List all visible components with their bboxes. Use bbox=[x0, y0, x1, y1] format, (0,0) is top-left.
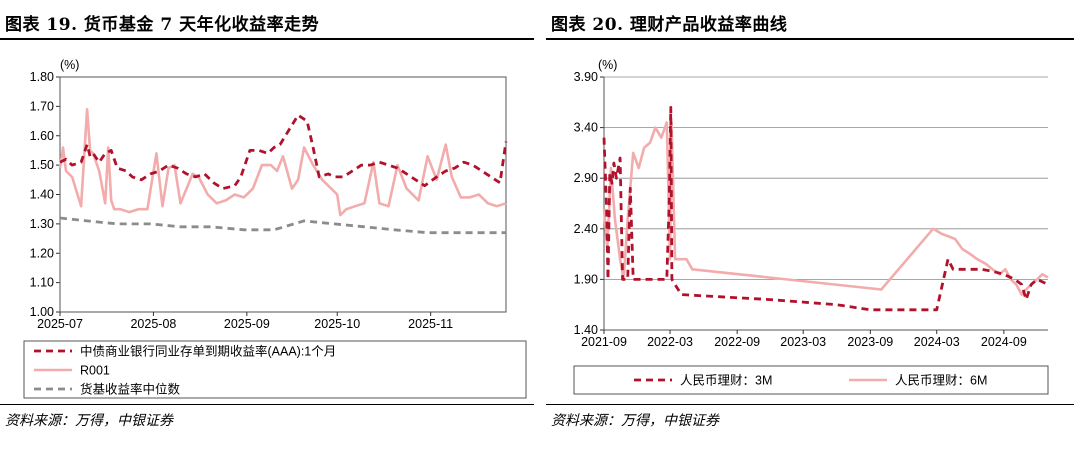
x-tick-label: 2025-10 bbox=[314, 317, 360, 331]
legend-label: 人民币理财：3M bbox=[680, 374, 772, 388]
title-divider bbox=[546, 38, 1074, 40]
x-tick-label: 2025-08 bbox=[130, 317, 176, 331]
chart-svg: (%) 1.00 1.10 1.20 1.30 1.40 1.50 1.60 1.70 1.80 2… bbox=[23, 58, 527, 399]
chart-panel-fund-yield: 图表 19. 货币基金 7 天年化收益率走势 (%) 1.00 1.10 1.20 1.… bbox=[0, 15, 534, 429]
chart-title: 图表 20. 理财产品收益率曲线 bbox=[551, 15, 788, 35]
legend-box bbox=[23, 340, 527, 399]
source-note: 资料来源：万得，中银证券 bbox=[551, 413, 719, 429]
series-line bbox=[602, 106, 1049, 312]
y-tick-label: 1.50 bbox=[30, 158, 54, 172]
y-tick-label: 1.90 bbox=[574, 272, 598, 286]
y-tick-label: 3.40 bbox=[574, 121, 598, 135]
footer-divider bbox=[546, 404, 1074, 405]
x-tick-label: 2022-03 bbox=[647, 335, 693, 349]
y-tick-label: 1.60 bbox=[30, 129, 54, 143]
y-unit-label: (%) bbox=[598, 58, 617, 72]
x-tick-label: 2025-09 bbox=[224, 317, 270, 331]
legend-label: R001 bbox=[80, 364, 110, 378]
y-tick-label: 1.40 bbox=[574, 323, 598, 337]
y-tick-label: 2.40 bbox=[574, 222, 598, 236]
chart-svg: (%) 1.40 1.90 2.40 2.90 3.40 3.90 2021-09 2022-0… bbox=[573, 58, 1049, 395]
y-unit-label: (%) bbox=[60, 58, 79, 72]
plot-frame bbox=[59, 76, 507, 313]
y-tick-label: 1.30 bbox=[30, 217, 54, 231]
y-tick-label: 3.90 bbox=[574, 70, 598, 84]
title-divider bbox=[0, 38, 534, 40]
y-tick-label: 1.10 bbox=[30, 276, 54, 290]
x-tick-label: 2022-09 bbox=[714, 335, 760, 349]
series-line bbox=[58, 108, 507, 217]
y-tick-label: 1.70 bbox=[30, 99, 54, 113]
x-tick-label: 2025-11 bbox=[408, 317, 453, 331]
y-tick-label: 1.20 bbox=[30, 246, 54, 260]
x-tick-label: 2021-09 bbox=[581, 335, 627, 349]
x-tick-label: 2025-07 bbox=[37, 317, 83, 331]
legend-label: 人民币理财：6M bbox=[895, 374, 987, 388]
footer-divider bbox=[0, 404, 534, 405]
legend-label: 货基收益率中位数 bbox=[80, 382, 181, 397]
x-tick-label: 2024-03 bbox=[914, 335, 960, 349]
x-tick-label: 2024-09 bbox=[981, 335, 1027, 349]
x-tick-label: 2023-03 bbox=[780, 335, 826, 349]
series-line bbox=[59, 216, 506, 235]
chart-panel-wealth-yield: 图表 20. 理财产品收益率曲线 (%) 1.40 1.90 2.40 2.90 3.40… bbox=[546, 0, 1080, 459]
series-line bbox=[59, 113, 508, 191]
series-line bbox=[602, 121, 1049, 296]
y-tick-label: 1.00 bbox=[30, 305, 54, 319]
x-tick-label: 2023-09 bbox=[847, 335, 893, 349]
source-note: 资料来源：万得，中银证券 bbox=[5, 413, 173, 429]
y-tick-label: 2.90 bbox=[574, 171, 598, 185]
y-tick-label: 1.80 bbox=[30, 70, 54, 84]
y-tick-label: 1.40 bbox=[30, 188, 54, 202]
legend-box bbox=[573, 365, 1049, 395]
legend-label: 中债商业银行同业存单到期收益率(AAA):1个月 bbox=[80, 344, 336, 359]
chart-title: 图表 19. 货币基金 7 天年化收益率走势 bbox=[5, 15, 320, 35]
